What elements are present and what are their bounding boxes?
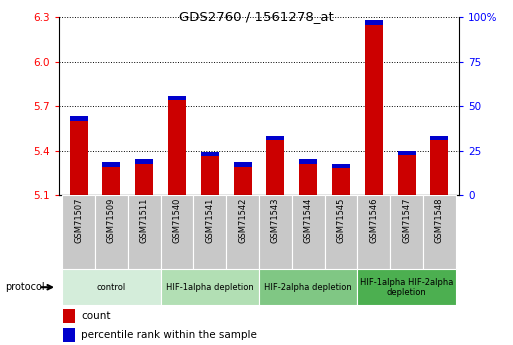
Text: percentile rank within the sample: percentile rank within the sample xyxy=(81,330,257,340)
Bar xyxy=(103,162,121,167)
Text: GSM71544: GSM71544 xyxy=(304,197,313,243)
Bar xyxy=(259,195,292,269)
Bar xyxy=(201,152,219,195)
Bar xyxy=(390,195,423,269)
Bar xyxy=(233,162,252,167)
Text: HIF-2alpha depletion: HIF-2alpha depletion xyxy=(264,283,352,292)
Text: GSM71543: GSM71543 xyxy=(271,197,280,243)
Bar xyxy=(70,117,88,121)
Bar xyxy=(292,195,325,269)
Bar xyxy=(332,164,350,168)
Bar xyxy=(430,136,448,195)
Bar xyxy=(161,195,193,269)
Bar xyxy=(226,195,259,269)
Bar xyxy=(70,117,88,195)
Text: HIF-1alpha depletion: HIF-1alpha depletion xyxy=(166,283,254,292)
Text: GSM71542: GSM71542 xyxy=(238,197,247,243)
Bar xyxy=(161,269,259,305)
Bar xyxy=(266,136,285,195)
Bar xyxy=(128,195,161,269)
Text: protocol: protocol xyxy=(5,282,45,292)
Bar xyxy=(95,195,128,269)
Bar xyxy=(168,96,186,195)
Bar xyxy=(325,195,358,269)
Bar xyxy=(332,164,350,195)
Text: GSM71511: GSM71511 xyxy=(140,197,149,243)
Bar xyxy=(358,195,390,269)
Bar xyxy=(299,159,317,195)
Bar xyxy=(62,269,161,305)
Bar xyxy=(63,309,75,323)
Bar xyxy=(365,20,383,195)
Bar xyxy=(193,195,226,269)
Text: HIF-1alpha HIF-2alpha
depletion: HIF-1alpha HIF-2alpha depletion xyxy=(360,277,453,297)
Bar xyxy=(63,328,75,342)
Text: GSM71507: GSM71507 xyxy=(74,197,83,243)
Bar xyxy=(358,269,456,305)
Text: GSM71540: GSM71540 xyxy=(172,197,182,243)
Bar xyxy=(398,150,416,155)
Text: count: count xyxy=(81,312,110,322)
Bar xyxy=(430,136,448,140)
Text: GSM71545: GSM71545 xyxy=(337,197,346,243)
Text: GDS2760 / 1561278_at: GDS2760 / 1561278_at xyxy=(179,10,334,23)
Bar xyxy=(233,162,252,195)
Bar xyxy=(201,152,219,156)
Text: GSM71548: GSM71548 xyxy=(435,197,444,243)
Bar xyxy=(259,269,358,305)
Bar xyxy=(365,20,383,24)
Bar xyxy=(103,162,121,195)
Text: GSM71546: GSM71546 xyxy=(369,197,379,243)
Bar xyxy=(423,195,456,269)
Bar xyxy=(398,150,416,195)
Text: GSM71509: GSM71509 xyxy=(107,197,116,243)
Bar xyxy=(299,159,317,164)
Bar xyxy=(168,96,186,100)
Bar xyxy=(266,136,285,140)
Bar xyxy=(135,159,153,164)
Bar xyxy=(135,159,153,195)
Text: GSM71541: GSM71541 xyxy=(205,197,214,243)
Text: GSM71547: GSM71547 xyxy=(402,197,411,243)
Bar xyxy=(62,195,95,269)
Text: control: control xyxy=(97,283,126,292)
